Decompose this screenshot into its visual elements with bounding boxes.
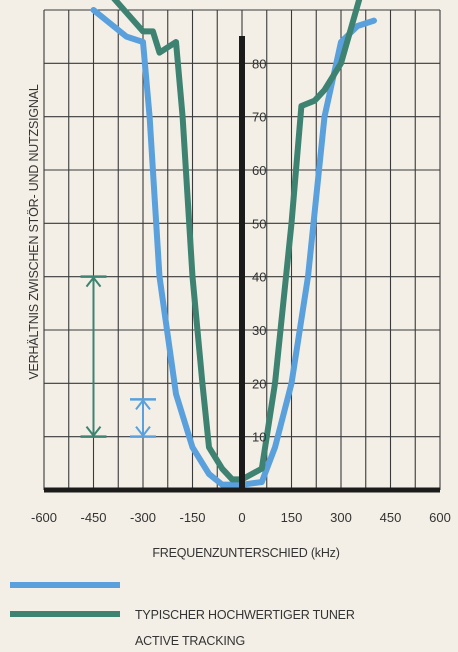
annotations — [80, 275, 156, 438]
measurement-arrow — [130, 398, 156, 438]
y-tick-label: 30 — [252, 323, 266, 338]
x-tick-label: -450 — [80, 510, 106, 525]
y-tick-label: 80 — [252, 56, 266, 71]
y-tick-label: 40 — [252, 270, 266, 285]
x-tick-label: 300 — [330, 510, 352, 525]
y-tick-label: 20 — [252, 376, 266, 391]
arrow-head — [85, 426, 102, 438]
tick-labels: -600 -450 -300 -150 0 150 300 450 600 10 20 30 40 50 6… — [31, 56, 451, 525]
arrow-head — [135, 426, 151, 438]
series-lines — [90, 0, 377, 488]
y-tick-label: 50 — [252, 216, 266, 231]
x-tick-label: -150 — [179, 510, 205, 525]
series-line-tuner — [90, 7, 377, 488]
series-line-active-tracking — [111, 0, 363, 483]
y-tick-label: 60 — [252, 163, 266, 178]
arrow-head — [135, 398, 151, 410]
x-tick-label: 0 — [238, 510, 245, 525]
measurement-arrow — [80, 275, 107, 438]
y-axis-label: VERHÄLTNIS ZWISCHEN STÖR- UND NUTZSIGNAL — [27, 84, 41, 380]
x-tick-label: 600 — [429, 510, 451, 525]
x-tick-label: -600 — [31, 510, 57, 525]
legend: TYPISCHER HOCHWERTIGER TUNER ACTIVE TRAC… — [10, 582, 355, 648]
legend-entry-tuner: TYPISCHER HOCHWERTIGER TUNER — [135, 608, 355, 622]
legend-entry-active-tracking: ACTIVE TRACKING — [135, 634, 245, 648]
y-tick-label: 10 — [252, 430, 266, 445]
x-axis-label: FREQUENZUNTERSCHIED (kHz) — [152, 546, 339, 560]
axes — [44, 36, 440, 493]
arrow-head — [85, 276, 102, 288]
x-tick-label: 450 — [380, 510, 402, 525]
y-tick-label: 70 — [252, 110, 266, 125]
x-tick-label: 150 — [281, 510, 303, 525]
x-tick-label: -300 — [130, 510, 156, 525]
